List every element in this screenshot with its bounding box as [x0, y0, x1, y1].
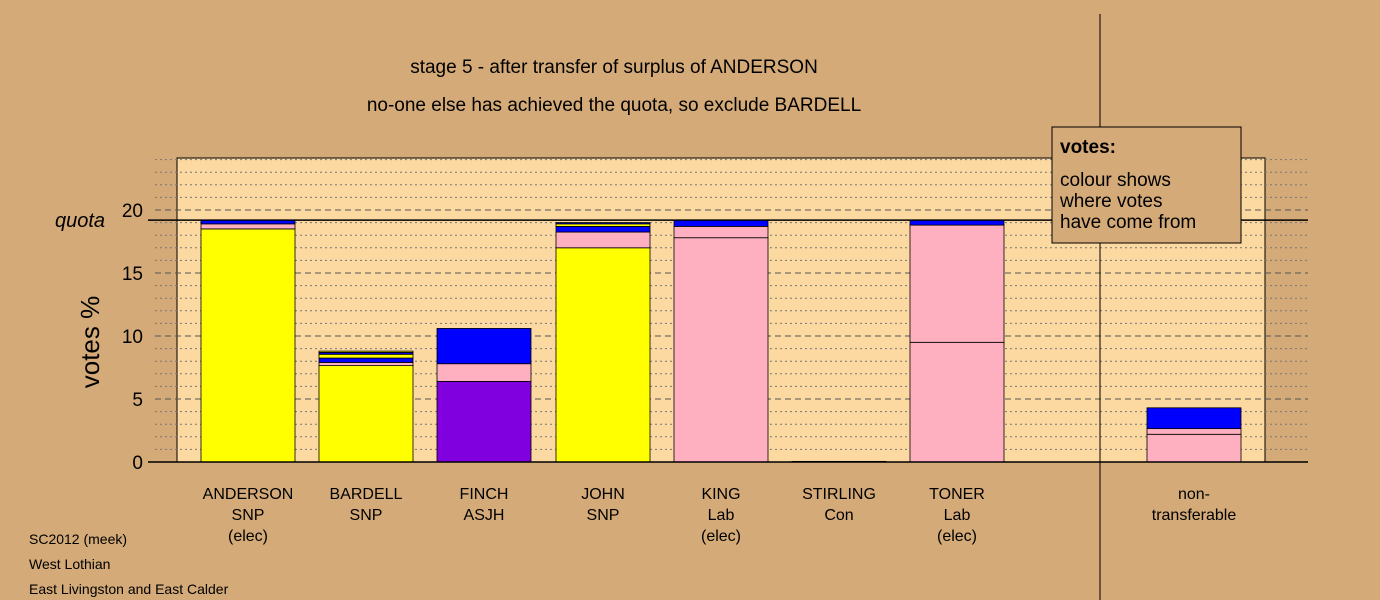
footer-council: West Lothian — [29, 556, 110, 572]
x-tick-label: KING — [701, 486, 740, 503]
y-tick-label: 0 — [132, 453, 143, 474]
x-tick-label: SNP — [587, 507, 620, 524]
x-tick-label: Lab — [708, 507, 735, 524]
y-tick-label: 10 — [122, 327, 143, 348]
x-tick-label: SNP — [350, 507, 383, 524]
x-tick-label: ASJH — [464, 507, 505, 524]
x-tick-label: ANDERSON — [203, 486, 294, 503]
x-tick-label: BARDELL — [330, 486, 403, 503]
bar-segment — [436, 328, 532, 365]
x-tick-label: (elec) — [228, 528, 268, 545]
bar-segment — [555, 225, 651, 233]
bar-segment — [318, 365, 414, 463]
bar-segment — [1146, 433, 1242, 463]
bar-segment — [909, 224, 1005, 343]
y-axis-label: votes % — [75, 296, 105, 389]
x-tick-label: STIRLING — [802, 486, 876, 503]
quota-label: quota — [55, 210, 105, 232]
chart-title: stage 5 - after transfer of surplus of A… — [410, 57, 818, 78]
legend-line-2: where votes — [1059, 191, 1162, 212]
legend-line-3: have come from — [1060, 212, 1196, 233]
y-axis: 0 5 10 15 20 — [122, 201, 143, 474]
chart-subtitle: no-one else has achieved the quota, so e… — [367, 95, 861, 116]
y-tick-label: 5 — [132, 390, 143, 411]
bar-segment — [673, 237, 769, 463]
bar-segment — [318, 353, 414, 359]
bar-segment — [909, 341, 1005, 463]
legend-heading: votes: — [1060, 137, 1116, 158]
bar-segment — [318, 350, 414, 353]
bar-segment — [673, 219, 769, 227]
x-tick-label: non- — [1178, 486, 1210, 503]
bar-segment — [1146, 407, 1242, 430]
bar-segment — [318, 362, 414, 367]
x-tick-label: FINCH — [460, 486, 509, 503]
footer-election: SC2012 (meek) — [29, 531, 127, 547]
x-tick-label: Lab — [944, 507, 971, 524]
x-tick-label: TONER — [929, 486, 985, 503]
bar-segment — [673, 225, 769, 239]
bar-segment — [909, 219, 1005, 226]
legend-line-1: colour shows — [1060, 170, 1171, 191]
bar-segment — [200, 223, 296, 230]
bar-segment — [318, 357, 414, 363]
x-tick-label: SNP — [232, 507, 265, 524]
bar-segment — [1146, 428, 1242, 435]
x-tick-label: transferable — [1152, 507, 1237, 524]
y-tick-label: 20 — [122, 201, 143, 222]
footer-ward: East Livingston and East Calder — [29, 581, 229, 597]
bar-segment — [200, 228, 296, 463]
x-tick-label: (elec) — [937, 528, 977, 545]
bar-segment — [555, 247, 651, 463]
legend: votes: colour shows where votes have com… — [1051, 126, 1242, 244]
bar-segment — [436, 363, 532, 382]
x-axis-labels: ANDERSON SNP (elec) BARDELL SNP FINCH ASJH JOHN… — [203, 486, 1237, 545]
bar-segment — [436, 380, 532, 463]
x-tick-label: Con — [824, 507, 853, 524]
bar-segment — [555, 222, 651, 225]
bars — [200, 219, 1242, 463]
bar-segment — [555, 231, 651, 249]
x-tick-label: (elec) — [701, 528, 741, 545]
y-tick-label: 15 — [122, 264, 143, 285]
x-tick-label: JOHN — [581, 486, 625, 503]
